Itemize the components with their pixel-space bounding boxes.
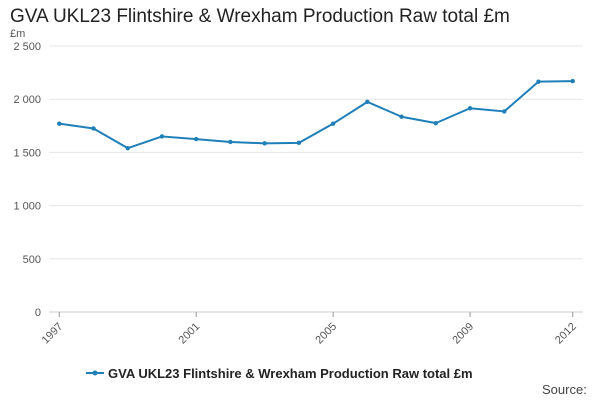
data-point[interactable]: [262, 141, 267, 146]
data-point[interactable]: [570, 78, 575, 84]
x-tick-label: 2012: [553, 321, 579, 347]
data-point[interactable]: [91, 126, 96, 131]
series-line: [59, 80, 573, 150]
grid-lines: [49, 45, 583, 313]
y-tick-label: 2 000: [13, 94, 41, 106]
y-axis: 0 500 1 000 1 500 2 000 2 500: [13, 41, 41, 319]
data-point[interactable]: [433, 120, 439, 126]
data-point[interactable]: [193, 136, 199, 142]
legend-marker: [92, 370, 98, 376]
chart-title: GVA UKL23 Flintshire & Wrexham Productio…: [10, 6, 510, 27]
y-tick-label: 1 500: [13, 147, 41, 159]
data-point[interactable]: [467, 106, 473, 111]
plot-area: [57, 78, 575, 151]
data-point[interactable]: [159, 134, 165, 139]
x-tick-label: 2001: [177, 321, 203, 347]
data-point[interactable]: [125, 145, 130, 151]
y-tick-label: 0: [35, 307, 41, 319]
legend[interactable]: GVA UKL23 Flintshire & Wrexham Productio…: [86, 366, 473, 381]
y-tick-label: 2 500: [13, 41, 41, 53]
source-label: Source:: [542, 382, 587, 397]
x-tick-label: 1997: [40, 321, 66, 347]
y-axis-unit-label: £m: [10, 28, 25, 40]
x-axis: 1997 2001 2005 2009 2012: [40, 312, 579, 346]
data-point[interactable]: [330, 121, 336, 126]
data-point[interactable]: [296, 140, 302, 146]
y-tick-label: 1 000: [13, 201, 41, 213]
x-tick-label: 2009: [450, 321, 476, 347]
data-point[interactable]: [57, 121, 62, 126]
data-point[interactable]: [365, 99, 370, 105]
data-point[interactable]: [228, 139, 233, 145]
x-tick-label: 2005: [313, 321, 339, 347]
data-point[interactable]: [502, 109, 507, 114]
data-point[interactable]: [536, 79, 541, 84]
legend-series-label[interactable]: GVA UKL23 Flintshire & Wrexham Productio…: [108, 366, 473, 381]
y-tick-label: 500: [23, 254, 41, 266]
data-point[interactable]: [399, 114, 404, 119]
